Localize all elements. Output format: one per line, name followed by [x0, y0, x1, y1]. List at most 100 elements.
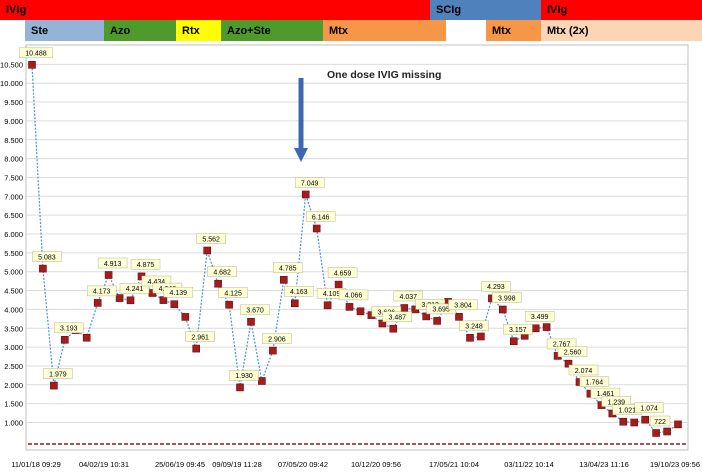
data-label: 10.488 [18, 47, 54, 59]
data-point [312, 224, 321, 233]
data-point [28, 60, 36, 69]
data-point [564, 359, 573, 368]
data-label-box [492, 292, 522, 303]
data-label-text: 3.695 [432, 307, 450, 314]
data-label-box [568, 364, 599, 376]
band-top-ivig: IVIg [541, 0, 702, 20]
data-label-text: 4.125 [224, 291, 242, 298]
data-label: 4.682 [207, 266, 237, 277]
x-tick-label: 07/05/20 09:42 [278, 460, 328, 469]
data-label: 5.083 [32, 251, 62, 262]
band-rtx: Rtx [176, 20, 221, 41]
data-label: 3.487 [382, 311, 413, 322]
data-label: 3.193 [54, 322, 84, 334]
data-point [422, 312, 431, 321]
data-label: 4.241 [119, 283, 150, 294]
data-label: 4.293 [481, 281, 511, 292]
data-label-text: 2.767 [553, 342, 571, 349]
y-tick-label: 8.500 [4, 136, 23, 145]
band-mtx: Mtx [323, 20, 446, 41]
x-axis: 11/01/18 09:29 04/02/19 10:31 25/06/19 09:… [11, 460, 700, 469]
data-label: 1.930 [229, 370, 259, 381]
data-point [225, 300, 233, 309]
y-tick-label: 9.500 [4, 98, 23, 107]
data-label-text: 3.670 [246, 308, 264, 315]
data-label-text: 6.146 [312, 214, 330, 221]
data-label-box [262, 333, 292, 344]
data-point [334, 280, 343, 289]
data-label-box [130, 259, 161, 270]
data-label-text: 1.239 [608, 399, 626, 406]
data-label: 3.670 [240, 304, 270, 316]
data-label-text: 3.487 [389, 315, 407, 322]
data-label: 2.074 [568, 364, 599, 376]
data-label-box [327, 267, 358, 278]
data-label-text: 5.083 [38, 254, 56, 261]
data-label-box [97, 257, 128, 269]
data-label-box [503, 323, 533, 335]
y-tick-label: 10.000 [0, 79, 23, 88]
data-label: 3.248 [459, 320, 489, 332]
grid-lines [25, 44, 689, 451]
data-label: 4.913 [97, 257, 128, 269]
data-label-text: 3.804 [454, 303, 472, 310]
y-tick-label: 1.500 [4, 400, 23, 409]
band-ste: Ste [25, 20, 104, 41]
data-label: 4.875 [130, 259, 161, 270]
data-label-box [185, 331, 215, 342]
data-point [159, 296, 168, 304]
data-label: 4.785 [273, 262, 303, 274]
y-tick-label: 1.000 [4, 419, 23, 428]
data-label-text: 3.248 [465, 324, 483, 331]
data-label-text: 4.241 [126, 286, 144, 293]
data-label-box [32, 251, 62, 262]
data-label-text: 10.488 [25, 51, 47, 58]
data-label-text: 2.074 [575, 368, 593, 375]
data-point [126, 296, 135, 305]
data-label-box [294, 177, 325, 188]
data-label-text: 1.930 [235, 373, 253, 380]
data-point [269, 346, 277, 355]
data-label: 7.049 [294, 177, 325, 188]
data-point [498, 305, 507, 314]
data-labels: 10.488 5.083 1.979 3.193 4.173 4.913 4.241 4.87… [18, 47, 671, 427]
y-tick-label: 6.500 [4, 211, 23, 220]
data-label-box [207, 266, 237, 277]
data-point [181, 313, 190, 321]
data-label-text: 3.157 [509, 327, 527, 334]
data-label: 1.074 [634, 402, 664, 413]
data-label: 5.562 [196, 233, 226, 244]
data-label-box [448, 299, 478, 311]
y-tick-label: 2.000 [4, 381, 23, 390]
x-tick-label: 09/09/19 11:28 [212, 460, 262, 469]
x-tick-label: 04/02/19 10:31 [79, 460, 129, 469]
y-tick-label: 7.000 [4, 192, 23, 201]
y-tick-label: 6.000 [4, 230, 23, 239]
data-point [389, 324, 398, 333]
data-label-box [557, 346, 588, 357]
band-top-scig: SCIg [430, 0, 541, 20]
data-point [455, 312, 463, 321]
data-label-box [579, 376, 610, 387]
x-tick-label: 19/10/23 09:56 [650, 460, 700, 469]
data-label-text: 7.049 [301, 180, 319, 187]
data-label: 4.139 [163, 286, 194, 298]
data-point [104, 271, 113, 279]
x-tick-label: 03/11/22 10:14 [504, 460, 554, 469]
data-label-text: 4.109 [323, 291, 341, 298]
data-label: 3.499 [524, 311, 555, 322]
x-tick-label: 10/12/20 09:56 [351, 460, 401, 469]
data-label-box [481, 281, 511, 292]
y-tick-label: 4.000 [4, 305, 23, 314]
data-label-text: 4.785 [279, 266, 297, 273]
data-label-box [649, 415, 671, 427]
x-tick-label: 17/05/21 10:04 [429, 460, 479, 469]
data-label-box [240, 304, 270, 316]
data-label-box [305, 211, 336, 222]
data-label-box [273, 262, 303, 274]
data-point [323, 301, 332, 310]
data-label-text: 4.682 [213, 270, 231, 277]
annotation-arrow-head [294, 148, 308, 162]
data-label: 4.163 [284, 286, 314, 297]
data-point [39, 264, 47, 273]
